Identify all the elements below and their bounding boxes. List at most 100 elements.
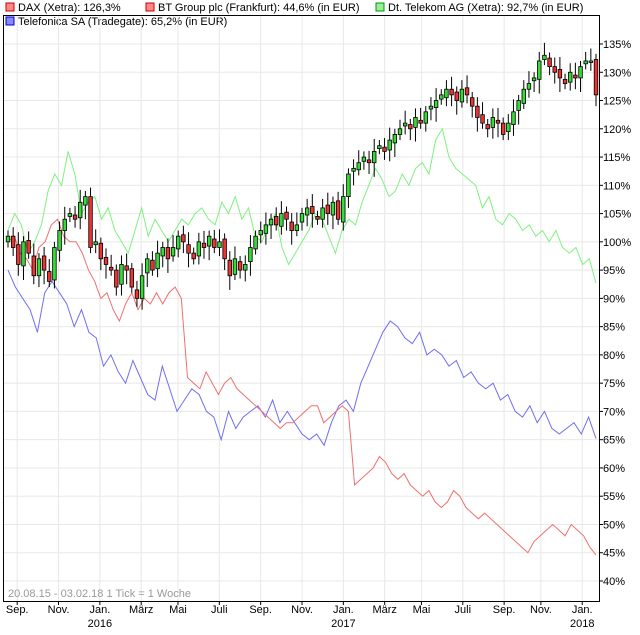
dax-candle-body xyxy=(562,78,568,84)
tef-line xyxy=(7,269,597,447)
dax-candle-body xyxy=(134,289,140,299)
dax-candle-body xyxy=(191,252,196,260)
dax-candle-body xyxy=(201,242,207,248)
dax-candle-body xyxy=(397,128,403,135)
dax-candle-body xyxy=(500,122,506,135)
dax-candle-body xyxy=(289,221,294,231)
x-tick-label: Mai xyxy=(413,604,431,616)
dax-candle-body xyxy=(315,216,320,220)
x-tick-label: Nov. xyxy=(48,604,70,616)
dax-candle-body xyxy=(495,119,501,124)
dax-candle-body xyxy=(93,241,98,246)
dax-candle-body xyxy=(212,238,217,248)
x-tick-label: Jan. xyxy=(333,604,354,616)
dax-candle-body xyxy=(206,235,212,247)
dax-candle-body xyxy=(356,162,361,171)
bt-line xyxy=(7,218,597,556)
x-tick-label: Sep. xyxy=(249,604,272,616)
y-tick-label: 120% xyxy=(603,124,631,136)
dax-candle-body xyxy=(196,241,202,257)
dax-candle-body xyxy=(160,247,165,257)
dax-candle-body xyxy=(227,259,232,277)
dax-candle-body xyxy=(62,218,67,231)
dax-candle-body xyxy=(542,54,547,60)
dax-candle-body xyxy=(330,201,336,216)
y-tick-label: 95% xyxy=(603,265,625,277)
dax-candle-body xyxy=(108,266,114,271)
legend-label-dax: DAX (Xetra): 126,3% xyxy=(18,2,121,14)
dax-candle-body xyxy=(181,234,186,243)
grid xyxy=(4,16,599,601)
dax-candle-body xyxy=(341,196,346,223)
dax-candle-body xyxy=(78,201,83,219)
dax-candle-body xyxy=(243,264,248,271)
dax-candle-body xyxy=(423,111,428,124)
dax-candle-body xyxy=(299,213,305,223)
dax-candle-body xyxy=(537,60,542,80)
y-tick-label: 130% xyxy=(603,67,631,79)
dax-candle-body xyxy=(26,240,31,254)
dax-candle-body xyxy=(583,60,588,65)
legend-label-bt: BT Group plc (Frankfurt): 44,6% (in EUR) xyxy=(158,2,360,14)
dax-candle-body xyxy=(511,111,516,125)
y-axis: 40% 45% 50% 55% 60% 65% 70% 75% 80% 85% 90% 95% 100%… xyxy=(599,39,631,588)
dax-candle-body xyxy=(16,244,21,265)
dax-candle-body xyxy=(72,214,78,220)
dax-candle-body xyxy=(588,60,594,63)
dax-candle-body xyxy=(5,235,11,243)
dax-candle-body xyxy=(335,200,341,220)
dax-candle-body xyxy=(428,105,434,110)
dax-candle-body xyxy=(21,241,26,267)
dax-candle-body xyxy=(516,100,521,111)
dax-candle-body xyxy=(258,230,263,236)
dax-candle-body xyxy=(310,206,315,214)
dax-candle-body xyxy=(480,114,485,124)
dax-candle-body xyxy=(573,74,578,79)
x-tick-label: Sep. xyxy=(6,604,29,616)
dax-candle-body xyxy=(268,218,274,226)
dax-candle-body xyxy=(119,264,124,285)
dax-candle-body xyxy=(372,150,377,164)
dax-candle-body xyxy=(366,159,372,164)
dax-candle-body xyxy=(433,100,439,108)
x-axis: Sep. Nov. Jan. März Mai Juli Sep. Nov. Jan. März M… xyxy=(6,601,594,630)
y-tick-label: 125% xyxy=(603,96,631,108)
dax-candle-body xyxy=(593,59,599,96)
x-tick-label: Jan. xyxy=(89,604,110,616)
x-tick-label: Sep. xyxy=(493,604,516,616)
dax-candle-body xyxy=(41,255,47,271)
dax-candle-body xyxy=(10,235,16,248)
dax-candle-body xyxy=(402,122,408,127)
dax-candle-body xyxy=(294,224,300,231)
dax-candle-body xyxy=(475,105,480,118)
dax-candle-body xyxy=(413,117,418,128)
dax-candle-body xyxy=(526,83,532,90)
dax-candle-body xyxy=(506,122,511,133)
dax-candle-body xyxy=(408,124,413,130)
y-tick-label: 105% xyxy=(603,209,631,221)
dax-candle-body xyxy=(552,66,557,73)
dax-candle-body xyxy=(88,196,93,248)
dax-candle-body xyxy=(98,242,104,260)
dax-candle-body xyxy=(232,258,238,275)
dax-candle-body xyxy=(103,256,109,265)
dax-candle-body xyxy=(392,134,398,144)
dax-candle-body xyxy=(464,87,470,96)
y-tick-label: 65% xyxy=(603,435,625,447)
dax-candle-body xyxy=(165,247,171,260)
dax-candle-body xyxy=(222,238,227,260)
dax-candle-body xyxy=(346,173,351,198)
x-tick-label: März xyxy=(372,604,396,616)
x-tick-label: Jan. xyxy=(572,604,593,616)
dax-candle-body xyxy=(382,146,387,152)
dax-candle-body xyxy=(578,66,583,79)
dax-candle-body xyxy=(253,235,258,250)
dax-candle-body xyxy=(454,91,459,101)
dax-candle-body xyxy=(547,57,552,68)
y-tick-label: 110% xyxy=(603,180,631,192)
x-year-label: 2018 xyxy=(570,618,594,630)
dax-candle-body xyxy=(485,124,490,130)
dtk-line xyxy=(7,127,597,284)
dax-candle-body xyxy=(449,88,454,96)
